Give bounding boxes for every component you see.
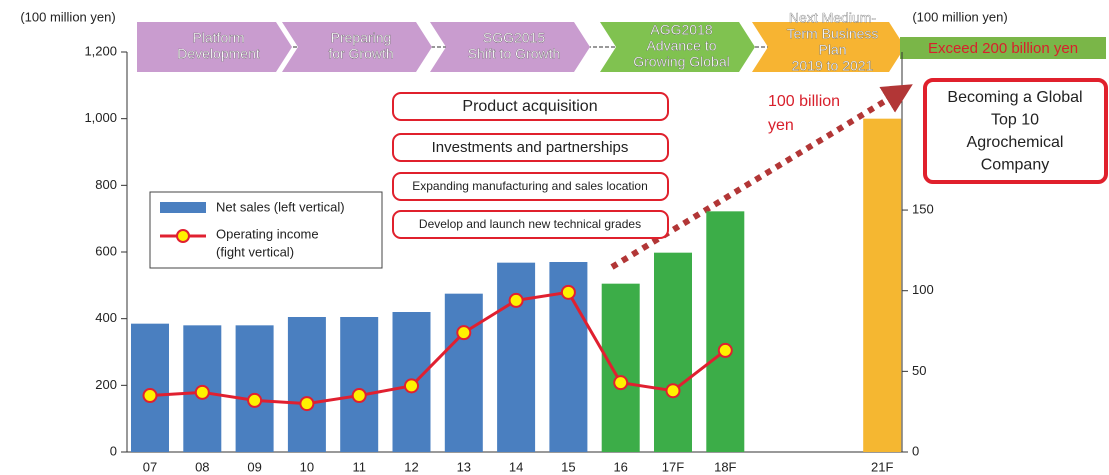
- x-tick-label: 15: [561, 459, 575, 474]
- y2-tick-label: 150: [912, 202, 934, 217]
- strategy-box: [392, 210, 669, 239]
- phase-label: Shift to Growth: [468, 46, 561, 62]
- legend-label: Net sales (left vertical): [216, 199, 345, 214]
- bar: [863, 118, 902, 453]
- y-axis-label: (100 million yen): [20, 9, 115, 24]
- phase-label: Plan: [818, 42, 846, 58]
- goal: Top 10: [991, 112, 1039, 129]
- bar: [131, 323, 169, 452]
- marker: [613, 375, 629, 391]
- x-tick-label: 11: [352, 459, 366, 474]
- y-tick-label: 0: [110, 443, 117, 458]
- bar: [601, 283, 640, 452]
- bar: [706, 211, 745, 452]
- bar: [340, 317, 379, 452]
- marker: [560, 284, 576, 300]
- y2-tick-label: 100: [912, 282, 934, 297]
- bar: [287, 317, 326, 452]
- marker: [247, 392, 263, 408]
- goal-box: [923, 78, 1108, 184]
- goal: Company: [981, 157, 1049, 174]
- y-tick-label: 1,200: [84, 43, 117, 58]
- y-tick-label: 1,000: [84, 110, 117, 125]
- phase-label: Term Business: [787, 26, 879, 42]
- x-tick-label: 17F: [662, 459, 684, 474]
- x-tick-label: 16: [613, 459, 627, 474]
- bar: [654, 252, 692, 452]
- x-tick-label: 18F: [714, 459, 736, 474]
- marker: [142, 388, 158, 404]
- legend-marker: [176, 229, 190, 243]
- target-box: [900, 37, 1106, 59]
- x-tick-label: 10: [300, 459, 314, 474]
- legend-label: (fight vertical): [216, 244, 294, 259]
- phase-label: AGG2018: [650, 22, 712, 38]
- marker: [717, 342, 733, 358]
- phase-arrow: [600, 22, 755, 72]
- y-tick-label: 200: [95, 377, 117, 392]
- y2-tick-label: 0: [912, 443, 919, 458]
- target: Exceed 200 billion yen: [928, 40, 1078, 57]
- x-tick-label: 09: [247, 459, 261, 474]
- x-tick-label: 07: [143, 459, 157, 474]
- x-tick-label: 13: [457, 459, 471, 474]
- phase-label: Development: [177, 46, 260, 62]
- x-tick-label: 08: [195, 459, 209, 474]
- phase-label: Next Medium-: [789, 10, 876, 26]
- strategy-box: [392, 172, 669, 201]
- strategy: Product acquisition: [462, 98, 597, 115]
- bar: [444, 293, 483, 452]
- phase-label: Advance to: [646, 38, 716, 54]
- x-tick-label: 14: [509, 459, 523, 474]
- phase-label: SGG2015: [483, 30, 545, 46]
- bar: [235, 325, 274, 452]
- phase-arrow: [137, 22, 292, 72]
- x-tick-label: 12: [404, 459, 418, 474]
- y-tick-label: 800: [95, 177, 117, 192]
- legend-label: Operating income: [216, 226, 319, 241]
- milestone: yen: [768, 117, 794, 134]
- goal: Agrochemical: [967, 134, 1064, 151]
- milestone: 100 billion: [768, 93, 840, 110]
- bar: [497, 262, 536, 452]
- strategy-box: [392, 92, 669, 121]
- phase-label: Growing Global: [633, 54, 730, 70]
- phase-arrow: [752, 22, 905, 72]
- y2-axis-label: (100 million yen): [912, 9, 1007, 24]
- legend-swatch: [160, 202, 206, 213]
- marker: [404, 378, 419, 394]
- y-tick-label: 400: [95, 310, 117, 325]
- growth-arrow: [610, 84, 913, 270]
- marker: [665, 383, 681, 399]
- marker: [351, 388, 367, 404]
- marker: [456, 325, 472, 341]
- marker: [194, 384, 210, 400]
- phase-arrow: [430, 22, 590, 72]
- phase-label: for Growth: [328, 46, 393, 62]
- phase-label: Platform: [192, 30, 244, 46]
- marker: [299, 396, 315, 412]
- strategy: Expanding manufacturing and sales locati…: [412, 179, 648, 193]
- line: [149, 290, 727, 406]
- y-tick-label: 600: [95, 243, 117, 258]
- strategy-box: [392, 133, 669, 162]
- phase-arrow: [282, 22, 432, 72]
- strategy: Investments and partnerships: [432, 139, 629, 156]
- y2-tick-label: 50: [912, 363, 926, 378]
- marker: [508, 292, 524, 308]
- x-tick-label: 21F: [871, 459, 893, 474]
- strategy: Develop and launch new technical grades: [419, 217, 641, 231]
- phase-label: Preparing: [331, 30, 392, 46]
- goal: Becoming a Global: [947, 89, 1082, 106]
- phase-label: 2019 to 2021: [792, 58, 874, 74]
